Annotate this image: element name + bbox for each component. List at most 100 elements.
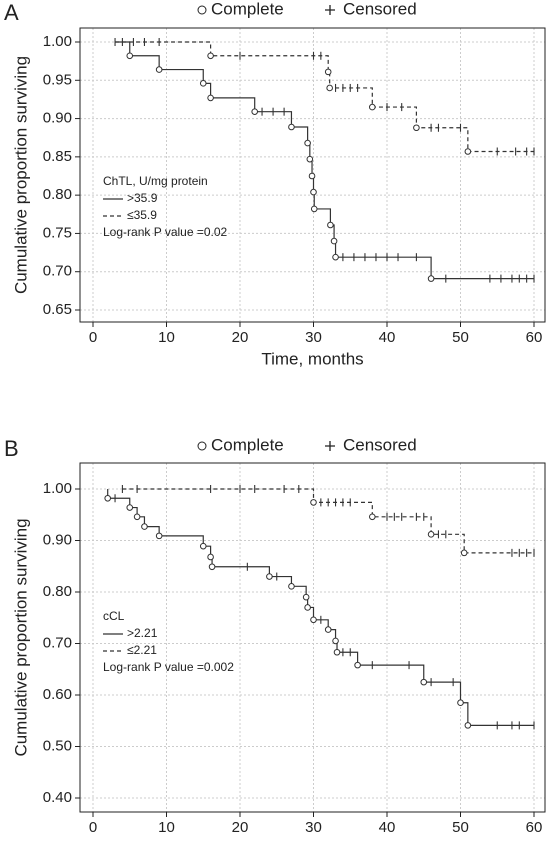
y-tick-label: 0.70 (43, 634, 72, 651)
legend-complete-symbol (197, 441, 207, 451)
survival-curve (115, 41, 534, 153)
event-marker (464, 148, 472, 155)
event-marker (304, 139, 311, 147)
event-marker (126, 52, 134, 60)
event-marker (288, 583, 295, 590)
y-tick-label: 0.80 (43, 583, 72, 600)
event-marker (304, 604, 311, 611)
x-tick-label: 50 (452, 329, 469, 346)
x-tick-label: 30 (305, 329, 322, 346)
plot-frame (79, 462, 546, 813)
event-marker (413, 124, 420, 132)
event-marker (302, 593, 310, 601)
event-marker (457, 699, 464, 707)
legend-entry: ≤35.9 (127, 208, 157, 222)
y-tick-label: 0.50 (43, 737, 72, 754)
event-marker (306, 155, 314, 163)
event-marker (354, 661, 361, 669)
y-axis-label: Cumulative proportion surviving (11, 518, 30, 756)
event-marker (427, 531, 435, 538)
event-marker (288, 123, 295, 131)
y-tick-label: 0.80 (43, 186, 72, 203)
y-tick-label: 0.40 (43, 789, 72, 806)
x-tick-label: 20 (232, 819, 249, 836)
event-marker (427, 275, 435, 282)
plot-frame (79, 27, 546, 323)
event-marker (199, 80, 207, 87)
x-tick-label: 10 (158, 819, 175, 836)
y-tick-label: 0.90 (43, 110, 72, 127)
x-tick-label: 30 (305, 819, 322, 836)
survival-curve (115, 41, 534, 280)
legend-entry: >35.9 (127, 191, 158, 205)
survival-curve (122, 488, 534, 554)
event-marker (207, 553, 214, 561)
x-axis-label: Time, months (261, 349, 363, 368)
event-marker (133, 513, 141, 521)
event-marker (199, 542, 207, 550)
legend-censored: Censored (343, 0, 417, 18)
y-tick-label: 0.65 (43, 301, 72, 318)
event-marker (369, 513, 376, 521)
legend-complete-symbol (197, 5, 207, 15)
legend-complete: Complete (211, 0, 284, 18)
event-marker (207, 52, 214, 60)
panel-label: A (4, 0, 19, 25)
legend-censored-symbol (325, 441, 335, 451)
legend-complete: Complete (211, 435, 284, 454)
event-marker (310, 616, 317, 624)
y-axis-label: Cumulative proportion surviving (11, 56, 30, 294)
event-marker (369, 103, 376, 111)
panel-label: B (4, 436, 19, 461)
event-marker (126, 504, 134, 511)
x-axis-label: Time, months (261, 839, 363, 842)
event-marker (310, 499, 317, 506)
x-tick-label: 20 (232, 329, 249, 346)
event-marker (460, 549, 468, 557)
event-marker (310, 205, 318, 213)
x-tick-label: 0 (89, 329, 97, 346)
legend-title: cCL (103, 609, 125, 623)
event-marker (141, 523, 148, 530)
event-marker (310, 188, 317, 196)
event-marker (104, 494, 111, 502)
x-tick-label: 40 (379, 819, 396, 836)
event-marker (420, 678, 428, 686)
x-tick-label: 50 (452, 819, 469, 836)
event-marker (208, 563, 216, 571)
event-marker (332, 637, 339, 645)
legend-censored-symbol (325, 5, 335, 15)
x-tick-label: 60 (526, 329, 543, 346)
x-tick-label: 10 (158, 329, 175, 346)
event-marker (326, 84, 333, 92)
x-tick-label: 40 (379, 329, 396, 346)
annotation: Log-rank P value =0.02 (103, 225, 228, 239)
legend-entry: ≤2.21 (127, 643, 157, 657)
x-tick-label: 60 (526, 819, 543, 836)
event-marker (155, 532, 163, 540)
event-marker (251, 108, 258, 115)
y-tick-label: 0.85 (43, 148, 72, 165)
legend-title: ChTL, U/mg protein (103, 174, 208, 188)
y-tick-label: 0.60 (43, 686, 72, 703)
event-marker (324, 68, 332, 76)
event-marker (464, 722, 472, 729)
event-marker (327, 221, 334, 229)
event-marker (207, 94, 214, 102)
y-tick-label: 1.00 (43, 480, 72, 497)
y-tick-label: 0.90 (43, 531, 72, 548)
x-tick-label: 0 (89, 819, 97, 836)
event-marker (332, 253, 339, 261)
y-tick-label: 0.75 (43, 224, 72, 241)
y-tick-label: 0.95 (43, 71, 72, 88)
legend-censored: Censored (343, 435, 417, 454)
y-tick-label: 1.00 (43, 33, 72, 50)
event-marker (308, 172, 316, 180)
event-marker (333, 648, 341, 656)
event-marker (324, 626, 332, 633)
event-marker (266, 573, 273, 580)
survival-curve (107, 489, 534, 726)
annotation: Log-rank P value =0.002 (103, 660, 234, 674)
event-marker (155, 66, 163, 73)
